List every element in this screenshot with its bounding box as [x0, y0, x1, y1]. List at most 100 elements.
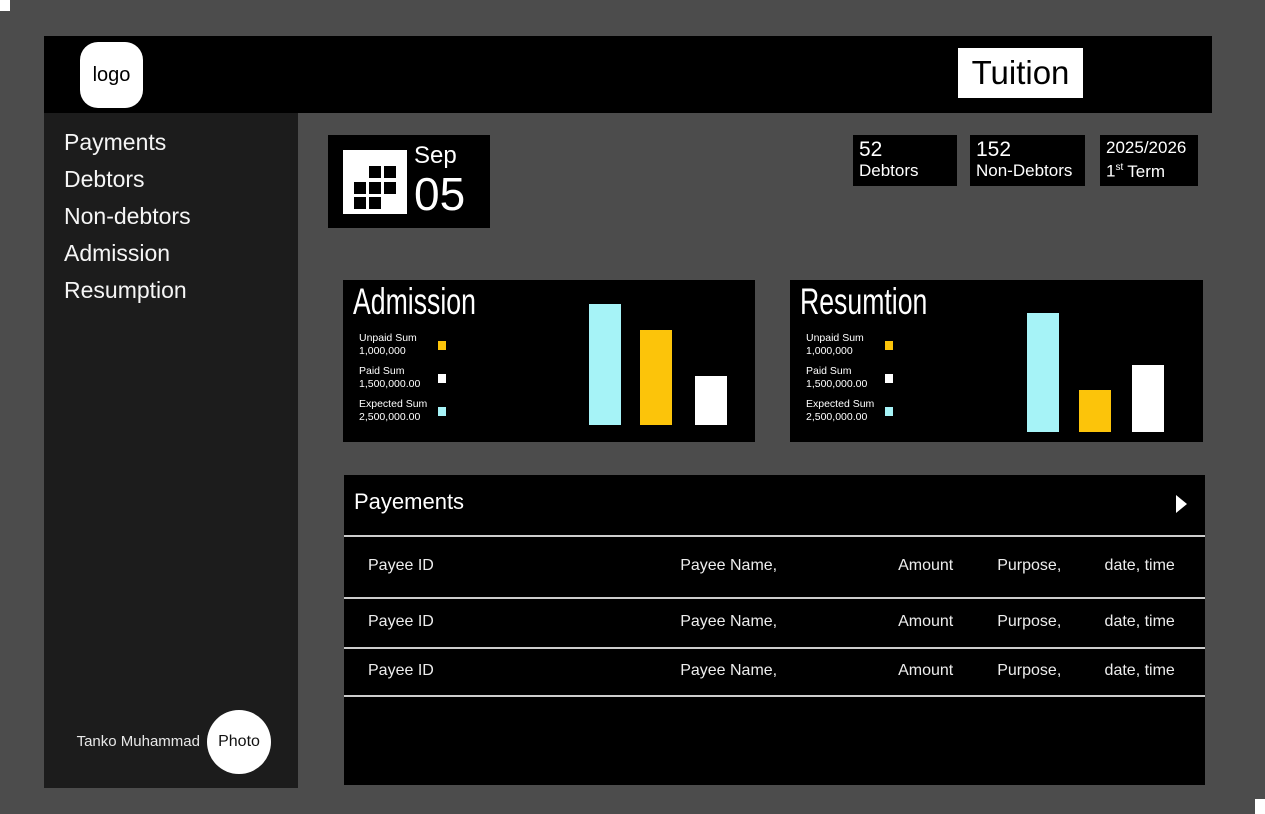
- legend-value: 1,500,000.00: [359, 378, 421, 390]
- cell-payee-name: Payee Name,: [680, 613, 778, 630]
- stat-non-debtors-label: Non-Debtors: [976, 161, 1073, 180]
- legend-value: 1,500,000.00: [806, 378, 868, 390]
- cell-datetime: date, time: [1104, 557, 1175, 574]
- cell-datetime: date, time: [1104, 662, 1175, 679]
- term-number: 1: [1106, 161, 1116, 181]
- divider: [344, 695, 1205, 697]
- legend-entry-paid: Paid Sum 1,500,000.00: [359, 365, 474, 391]
- date-day: 05: [414, 168, 466, 220]
- stat-session-term: 2025/2026 1st Term: [1100, 135, 1198, 186]
- sidebar-item-label: Resumption: [64, 277, 187, 303]
- divider: [344, 647, 1205, 649]
- cell-purpose: Purpose,: [997, 613, 1062, 630]
- sidebar-item-label: Debtors: [64, 166, 145, 192]
- legend-entry-unpaid: Unpaid Sum 1,000,000: [359, 332, 474, 358]
- corner-artifact-bottom-right: [1255, 799, 1265, 814]
- legend-entry-expected: Expected Sum 2,500,000.00: [806, 398, 921, 424]
- admission-legend: Unpaid Sum 1,000,000 Paid Sum 1,500,000.00…: [359, 332, 474, 431]
- stat-session-value: 2025/2026: [1106, 138, 1187, 157]
- divider: [344, 535, 1205, 537]
- cell-purpose: Purpose,: [997, 557, 1062, 574]
- legend-label: Paid Sum: [359, 365, 405, 377]
- legend-value: 2,500,000.00: [806, 411, 868, 423]
- stat-debtors-value: 52: [859, 138, 883, 161]
- resumtion-legend: Unpaid Sum 1,000,000 Paid Sum 1,500,000.00…: [806, 332, 921, 431]
- cell-amount: Amount: [898, 613, 954, 630]
- sidebar-item-debtors[interactable]: Debtors: [64, 161, 298, 198]
- sidebar-item-non-debtors[interactable]: Non-debtors: [64, 198, 298, 235]
- legend-marker-unpaid: [438, 340, 446, 350]
- divider: [344, 597, 1205, 599]
- cell-datetime: date, time: [1104, 613, 1175, 630]
- admission-chart-card: Admission Unpaid Sum 1,000,000 Paid Sum 1,…: [343, 280, 755, 442]
- table-row[interactable]: Payee ID Payee Name, Amount Purpose, dat…: [344, 647, 1205, 695]
- legend-marker-paid: [438, 373, 446, 383]
- logo-label: logo: [92, 63, 131, 86]
- sidebar-item-payments[interactable]: Payments: [64, 124, 298, 161]
- legend-label: Unpaid Sum: [359, 332, 417, 344]
- logo: logo: [80, 42, 143, 108]
- calendar-grid-icon: [343, 150, 407, 214]
- sidebar-item-label: Non-debtors: [64, 203, 191, 229]
- avatar[interactable]: Photo: [207, 710, 271, 774]
- payments-card: Payements Payee ID Payee Name, Amount Pu…: [344, 475, 1205, 785]
- legend-label: Unpaid Sum: [806, 332, 864, 344]
- payments-card-title: Payements: [354, 489, 465, 514]
- legend-label: Expected Sum: [806, 398, 875, 410]
- sidebar-item-label: Admission: [64, 240, 171, 266]
- sidebar-item-resumption[interactable]: Resumption: [64, 272, 298, 309]
- stat-term-value: 1st Term: [1106, 158, 1198, 182]
- expand-arrow-icon[interactable]: [1176, 495, 1187, 513]
- bar-unpaid-sum: [1079, 390, 1111, 432]
- stat-non-debtors: 152 Non-Debtors: [970, 135, 1085, 186]
- cell-payee-id: Payee ID: [368, 557, 434, 574]
- bar-paid-sum: [1132, 365, 1164, 432]
- stat-debtors: 52 Debtors: [853, 135, 957, 186]
- sidebar-nav: Payments Debtors Non-debtors Admission R…: [44, 113, 298, 309]
- legend-marker-paid: [885, 373, 893, 383]
- table-row[interactable]: Payee ID Payee Name, Amount Purpose, dat…: [344, 597, 1205, 647]
- legend-entry-paid: Paid Sum 1,500,000.00: [806, 365, 921, 391]
- legend-value: 1,000,000: [359, 345, 406, 357]
- legend-value: 1,000,000: [806, 345, 853, 357]
- legend-entry-unpaid: Unpaid Sum 1,000,000: [806, 332, 921, 358]
- table-row[interactable]: Payee ID Payee Name, Amount Purpose, dat…: [344, 535, 1205, 597]
- sidebar-item-admission[interactable]: Admission: [64, 235, 298, 272]
- date-card[interactable]: Sep 05: [328, 135, 490, 228]
- legend-label: Expected Sum: [359, 398, 428, 410]
- page-title-label: Tuition: [971, 54, 1070, 91]
- cell-amount: Amount: [898, 662, 954, 679]
- bar-expected-sum: [589, 304, 621, 425]
- bar-paid-sum: [695, 376, 727, 425]
- date-month: Sep: [414, 142, 457, 169]
- term-word: Term: [1127, 161, 1166, 181]
- admission-chart-title: Admission: [353, 281, 476, 322]
- sidebar: Payments Debtors Non-debtors Admission R…: [44, 113, 298, 788]
- legend-entry-expected: Expected Sum 2,500,000.00: [359, 398, 474, 424]
- bar-unpaid-sum: [640, 330, 672, 425]
- date-text: Sep 05: [414, 141, 465, 217]
- resumtion-chart-card: Resumtion Unpaid Sum 1,000,000 Paid Sum 1,…: [790, 280, 1203, 442]
- resumtion-chart-title: Resumtion: [800, 281, 928, 322]
- cell-amount: Amount: [898, 557, 954, 574]
- stat-debtors-label: Debtors: [859, 161, 919, 180]
- term-ordinal: st: [1115, 162, 1124, 173]
- cell-payee-name: Payee Name,: [680, 662, 778, 679]
- legend-marker-expected: [885, 406, 893, 416]
- cell-purpose: Purpose,: [997, 662, 1062, 679]
- legend-marker-unpaid: [885, 340, 893, 350]
- legend-value: 2,500,000.00: [359, 411, 421, 423]
- header-bar: logo Tuition: [44, 36, 1212, 113]
- legend-label: Paid Sum: [806, 365, 852, 377]
- legend-marker-expected: [438, 406, 446, 416]
- avatar-label: Photo: [218, 733, 260, 750]
- cell-payee-id: Payee ID: [368, 662, 434, 679]
- stat-non-debtors-value: 152: [976, 138, 1012, 161]
- cell-payee-name: Payee Name,: [680, 557, 778, 574]
- cell-payee-id: Payee ID: [368, 613, 434, 630]
- user-name: Tanko Muhammad: [76, 733, 200, 750]
- page-title: Tuition: [958, 48, 1083, 98]
- corner-artifact-top-left: [0, 0, 10, 11]
- sidebar-item-label: Payments: [64, 129, 167, 155]
